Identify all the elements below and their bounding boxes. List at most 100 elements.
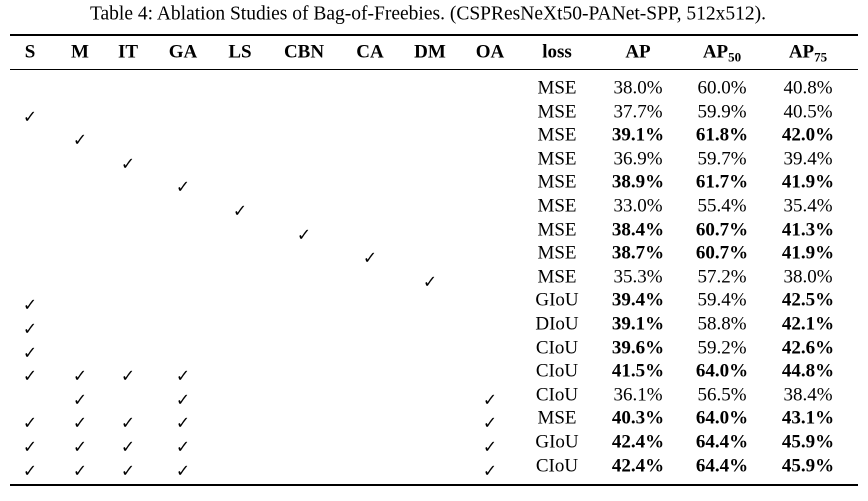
- check-mark: ✓: [72, 437, 88, 457]
- loss-cell: MSE: [537, 195, 577, 217]
- check-mark: ✓: [72, 413, 88, 433]
- header-cell: CA: [356, 41, 384, 63]
- metric-cell: 57.2%: [697, 266, 747, 288]
- header-cell: GA: [168, 41, 198, 63]
- loss-cell: MSE: [537, 407, 577, 429]
- metric-cell: 60.7%: [695, 219, 749, 241]
- loss-cell: DIoU: [535, 313, 579, 335]
- check-mark: ✓: [22, 461, 38, 481]
- metric-cell: 35.4%: [783, 195, 833, 217]
- metric-cell: 39.4%: [783, 148, 833, 170]
- loss-cell: CIoU: [535, 337, 579, 359]
- check-mark: ✓: [232, 201, 248, 221]
- metric-cell: 60.7%: [695, 242, 749, 264]
- header-cell: AP: [625, 41, 651, 63]
- metric-cell: 36.9%: [613, 148, 663, 170]
- check-mark: ✓: [72, 390, 88, 410]
- metric-cell: 42.6%: [781, 337, 835, 359]
- metric-cell: 61.7%: [695, 171, 749, 193]
- metric-cell: 58.8%: [697, 313, 747, 335]
- header-cell: M: [71, 41, 89, 63]
- check-mark: ✓: [175, 177, 191, 197]
- metric-cell: 37.7%: [613, 101, 663, 123]
- metric-cell: 39.6%: [611, 337, 665, 359]
- metric-cell: 41.3%: [781, 219, 835, 241]
- header-subscript: 75: [814, 49, 828, 65]
- metric-cell: 38.7%: [611, 242, 665, 264]
- metric-cell: 59.4%: [697, 289, 747, 311]
- metric-cell: 39.1%: [611, 124, 665, 146]
- metric-cell: 44.8%: [781, 360, 835, 382]
- header-cell: AP50: [703, 43, 742, 65]
- check-mark: ✓: [482, 390, 498, 410]
- metric-cell: 40.3%: [611, 407, 665, 429]
- metric-cell: 59.7%: [697, 148, 747, 170]
- check-mark: ✓: [175, 437, 191, 457]
- metric-cell: 64.4%: [695, 455, 749, 477]
- check-mark: ✓: [175, 390, 191, 410]
- metric-cell: 41.5%: [611, 360, 665, 382]
- loss-cell: MSE: [537, 219, 577, 241]
- metric-cell: 61.8%: [695, 124, 749, 146]
- bottom-rule: [10, 484, 858, 486]
- metric-cell: 38.9%: [611, 171, 665, 193]
- check-mark: ✓: [175, 366, 191, 386]
- metric-cell: 64.0%: [695, 360, 749, 382]
- metric-cell: 45.9%: [781, 431, 835, 453]
- check-mark: ✓: [120, 154, 136, 174]
- check-mark: ✓: [175, 413, 191, 433]
- loss-cell: CIoU: [535, 384, 579, 406]
- header-text: AP: [788, 41, 815, 63]
- header-cell: OA: [475, 41, 505, 63]
- header-cell: CBN: [283, 41, 325, 63]
- check-mark: ✓: [72, 366, 88, 386]
- header-cell: S: [24, 41, 36, 63]
- check-mark: ✓: [482, 461, 498, 481]
- check-mark: ✓: [482, 437, 498, 457]
- metric-cell: 59.9%: [697, 101, 747, 123]
- table-caption: Table 4: Ablation Studies of Bag-of-Free…: [89, 3, 767, 25]
- check-mark: ✓: [175, 461, 191, 481]
- metric-cell: 64.4%: [695, 431, 749, 453]
- header-subscript: 50: [728, 49, 742, 65]
- check-mark: ✓: [296, 225, 312, 245]
- loss-cell: CIoU: [535, 360, 579, 382]
- check-mark: ✓: [22, 343, 38, 363]
- metric-cell: 40.8%: [783, 77, 833, 99]
- metric-cell: 55.4%: [697, 195, 747, 217]
- header-cell: IT: [117, 41, 139, 63]
- metric-cell: 41.9%: [781, 171, 835, 193]
- check-mark: ✓: [362, 248, 378, 268]
- check-mark: ✓: [120, 437, 136, 457]
- metric-cell: 39.1%: [611, 313, 665, 335]
- loss-cell: MSE: [537, 266, 577, 288]
- check-mark: ✓: [120, 413, 136, 433]
- metric-cell: 38.0%: [783, 266, 833, 288]
- metric-cell: 64.0%: [695, 407, 749, 429]
- check-mark: ✓: [22, 437, 38, 457]
- metric-cell: 42.1%: [781, 313, 835, 335]
- check-mark: ✓: [72, 461, 88, 481]
- check-mark: ✓: [422, 272, 438, 292]
- loss-cell: MSE: [537, 148, 577, 170]
- check-mark: ✓: [482, 413, 498, 433]
- header-cell: loss: [542, 41, 572, 63]
- metric-cell: 38.0%: [613, 77, 663, 99]
- check-mark: ✓: [72, 130, 88, 150]
- check-mark: ✓: [22, 413, 38, 433]
- metric-cell: 45.9%: [781, 455, 835, 477]
- header-rule: [10, 69, 858, 70]
- metric-cell: 42.0%: [781, 124, 835, 146]
- header-cell: AP75: [788, 41, 828, 65]
- check-mark: ✓: [22, 319, 38, 339]
- metric-cell: 59.2%: [697, 337, 747, 359]
- metric-cell: 38.4%: [783, 384, 833, 406]
- header-cell: DM: [414, 41, 446, 63]
- check-mark: ✓: [22, 366, 38, 386]
- check-mark: ✓: [22, 107, 38, 127]
- metric-cell: 35.3%: [613, 266, 663, 288]
- loss-cell: MSE: [537, 124, 577, 146]
- metric-cell: 42.5%: [781, 289, 835, 311]
- metric-cell: 42.4%: [611, 431, 665, 453]
